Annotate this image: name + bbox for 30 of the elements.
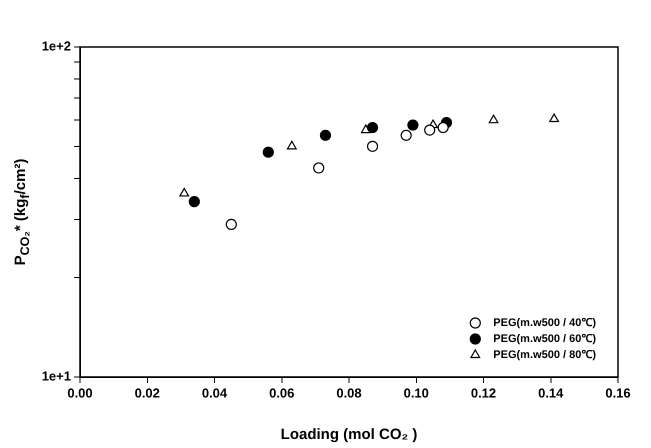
x-tick-label: 0.16: [605, 385, 631, 400]
point: [188, 196, 200, 208]
point: [179, 188, 190, 197]
x-tick-label: 0.04: [202, 385, 228, 400]
x-tick-label: 0.06: [269, 385, 294, 400]
point: [407, 119, 418, 131]
y-tick-label: 1e+1: [42, 368, 71, 384]
x-tick-label: 0.12: [470, 385, 496, 400]
point: [424, 124, 436, 136]
x-tick-label: 0.10: [404, 385, 429, 400]
x-tick-label: 0.08: [336, 385, 362, 400]
x-axis-title: Loading (mol CO₂ ): [280, 426, 418, 444]
point: [438, 122, 449, 134]
point: [226, 218, 237, 230]
point: [400, 130, 412, 141]
x-tick-label: 0.00: [67, 385, 93, 400]
legend-label: PEG(m.w500 / 80℃): [493, 349, 596, 362]
point: [262, 146, 274, 158]
point: [488, 114, 499, 124]
point: [320, 130, 332, 141]
point: [313, 162, 324, 174]
legend-label: PEG(m.w500 / 40℃): [493, 317, 596, 330]
y-tick-label: 1e+2: [42, 38, 71, 54]
point: [549, 113, 560, 122]
legend-label: PEG(m.w500 / 60℃): [493, 333, 596, 346]
point: [286, 140, 297, 150]
x-tick-label: 0.14: [538, 385, 564, 400]
point: [366, 122, 378, 134]
x-tick-label: 0.02: [134, 385, 160, 400]
point: [366, 140, 378, 152]
